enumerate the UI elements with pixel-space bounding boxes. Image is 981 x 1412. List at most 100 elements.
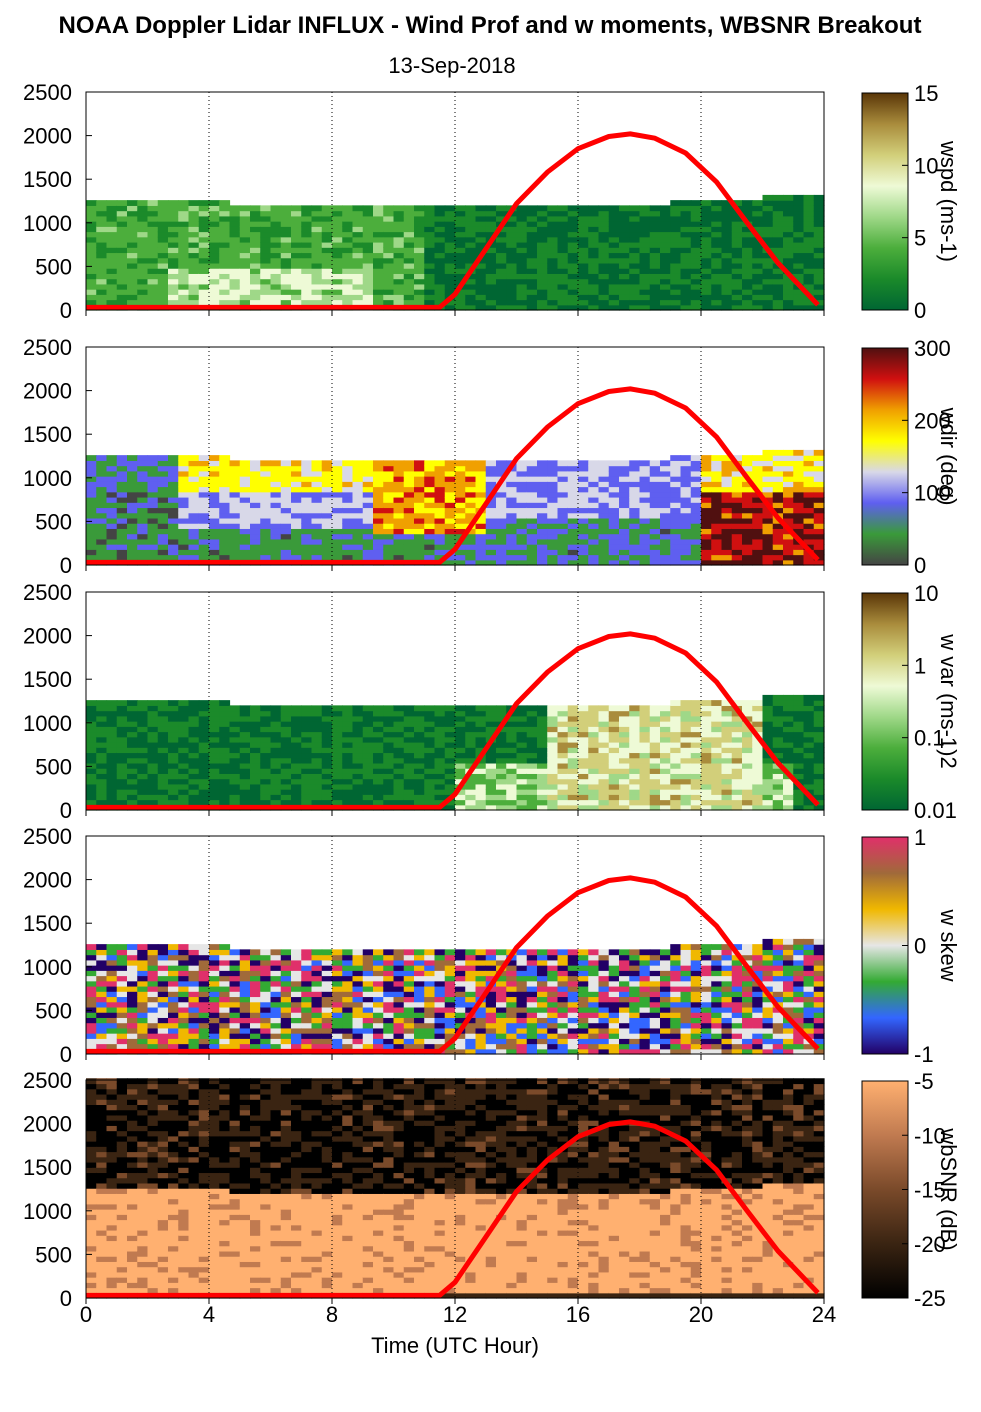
- heatmap-cell: [352, 773, 364, 780]
- heatmap-cell: [752, 789, 764, 795]
- heatmap-cell: [178, 289, 190, 295]
- heatmap-cell: [455, 794, 466, 801]
- heatmap-cell: [168, 210, 179, 217]
- heatmap-cell: [752, 710, 764, 717]
- heatmap-cell: [721, 231, 733, 238]
- heatmap-cell: [280, 794, 292, 801]
- heatmap-cell: [444, 283, 456, 290]
- heatmap-cell: [660, 278, 671, 285]
- heatmap-cell: [721, 554, 733, 561]
- heatmap-cell: [629, 747, 641, 754]
- heatmap-cell: [96, 747, 108, 754]
- heatmap-cell: [434, 257, 446, 264]
- heatmap-cell: [680, 517, 692, 524]
- heatmap-cell: [332, 549, 343, 556]
- heatmap-cell: [178, 268, 190, 274]
- heatmap-cell: [332, 768, 343, 774]
- heatmap-cell: [526, 726, 538, 733]
- heatmap-cell: [209, 1027, 220, 1034]
- heatmap-cell: [373, 241, 384, 248]
- heatmap-cell: [229, 215, 241, 222]
- heatmap-cell: [219, 959, 231, 966]
- heatmap-cell: [424, 768, 436, 774]
- heatmap-cell: [157, 205, 169, 212]
- heatmap-cell: [383, 278, 395, 285]
- heatmap-cell: [280, 975, 292, 982]
- heatmap-cell: [250, 1043, 261, 1050]
- heatmap-cell: [752, 762, 764, 769]
- heatmap-cell: [116, 1022, 128, 1029]
- heatmap-cell: [752, 715, 764, 722]
- heatmap-cell: [516, 496, 528, 503]
- heatmap-cell: [783, 794, 794, 801]
- heatmap-cell: [250, 731, 261, 738]
- heatmap-cell: [157, 538, 169, 545]
- heatmap-cell: [106, 1043, 118, 1050]
- heatmap-cell: [772, 210, 784, 217]
- heatmap-cell: [137, 257, 149, 264]
- heatmap-cell: [157, 715, 169, 722]
- heatmap-cell: [127, 715, 138, 722]
- heatmap-cell: [783, 236, 794, 243]
- heatmap-cell: [96, 205, 108, 212]
- heatmap-cell: [578, 721, 589, 727]
- heatmap-cell: [116, 221, 128, 227]
- colorbar-tick-label: 5: [914, 226, 926, 251]
- heatmap-cell: [352, 533, 364, 540]
- heatmap-cell: [711, 486, 723, 493]
- heatmap-cell: [188, 523, 200, 529]
- heatmap-cell: [660, 262, 671, 269]
- heatmap-cell: [506, 752, 518, 759]
- heatmap-cell: [762, 491, 774, 498]
- heatmap-cell: [813, 549, 825, 556]
- heatmap-cell: [742, 726, 753, 733]
- heatmap-cell: [311, 502, 323, 509]
- heatmap-cell: [742, 778, 753, 785]
- y-tick-label: 1500: [23, 667, 72, 692]
- heatmap-cell: [639, 304, 651, 311]
- heatmap-cell: [311, 757, 323, 764]
- heatmap-cell: [393, 476, 405, 482]
- heatmap-cell: [783, 747, 794, 754]
- heatmap-cell: [670, 528, 682, 535]
- heatmap-cell: [198, 1022, 210, 1029]
- heatmap-cell: [116, 215, 128, 222]
- heatmap-cell: [168, 257, 179, 264]
- heatmap-cell: [157, 985, 169, 992]
- heatmap-cell: [188, 768, 200, 774]
- heatmap-cell: [547, 789, 559, 795]
- heatmap-cell: [332, 481, 343, 488]
- heatmap-cell: [721, 773, 733, 780]
- heatmap-cell: [444, 538, 456, 545]
- heatmap-cell: [106, 1001, 118, 1008]
- heatmap-cell: [516, 762, 528, 769]
- heatmap-cell: [629, 236, 641, 243]
- heatmap-cell: [598, 804, 610, 811]
- heatmap-cell: [127, 965, 138, 971]
- heatmap-cell: [106, 200, 118, 206]
- heatmap-cell: [752, 794, 764, 801]
- heatmap-cell: [373, 460, 384, 467]
- heatmap-cell: [311, 496, 323, 503]
- heatmap-cell: [731, 804, 743, 811]
- heatmap-cell: [660, 231, 671, 238]
- heatmap-cell: [342, 736, 354, 743]
- heatmap-cell: [127, 294, 138, 301]
- heatmap-cell: [526, 554, 538, 561]
- heatmap-cell: [649, 559, 661, 566]
- heatmap-cell: [526, 486, 538, 493]
- heatmap-cell: [721, 247, 733, 254]
- heatmap-cell: [414, 476, 425, 482]
- heatmap-cell: [188, 965, 200, 971]
- heatmap-cell: [198, 965, 210, 971]
- heatmap-cell: [608, 523, 620, 529]
- heatmap-cell: [455, 476, 466, 482]
- heatmap-cell: [444, 747, 456, 754]
- heatmap-cell: [352, 210, 364, 217]
- heatmap-cell: [352, 715, 364, 722]
- heatmap-cell: [680, 768, 692, 774]
- heatmap-cell: [260, 465, 272, 472]
- heatmap-cell: [680, 210, 692, 217]
- heatmap-cell: [752, 721, 764, 727]
- heatmap-cell: [783, 799, 794, 806]
